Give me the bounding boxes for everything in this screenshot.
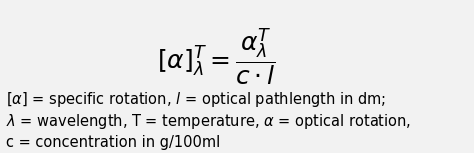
Text: $[\alpha]_{\lambda}^{T}=\dfrac{\alpha_{\lambda}^{T}}{c \cdot l}$: $[\alpha]_{\lambda}^{T}=\dfrac{\alpha_{\… [157,27,275,88]
Text: c = concentration in g/100ml: c = concentration in g/100ml [6,135,220,150]
Text: $\lambda$ = wavelength, T = temperature, $\alpha$ = optical rotation,: $\lambda$ = wavelength, T = temperature,… [6,112,411,131]
Text: $[\alpha]$ = specific rotation, $l$ = optical pathlength in dm;: $[\alpha]$ = specific rotation, $l$ = op… [6,90,386,109]
